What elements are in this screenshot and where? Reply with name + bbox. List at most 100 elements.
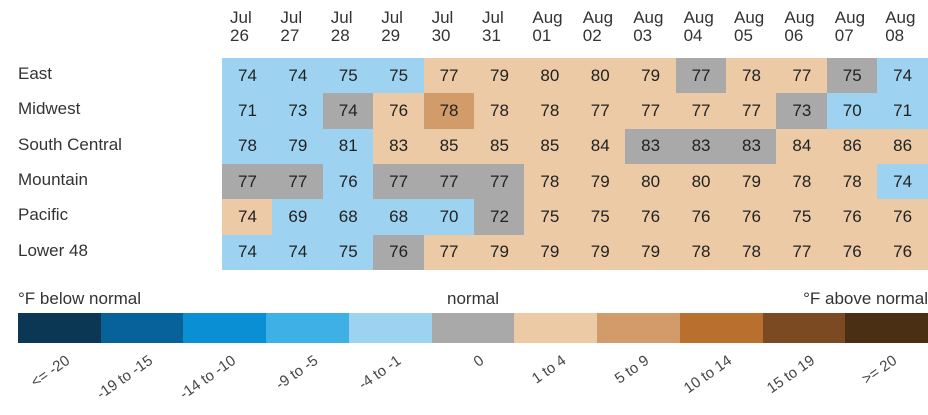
- cell-value: 78: [842, 171, 862, 191]
- row-label: East: [18, 64, 53, 83]
- heatmap-cell: 77: [423, 163, 475, 200]
- heatmap-cell: 75: [373, 58, 425, 94]
- heatmap-cell: 78: [726, 58, 777, 94]
- heatmap-cell: 86: [826, 128, 878, 165]
- heatmap-cell: 80: [524, 58, 576, 94]
- heatmap-cell: 77: [574, 93, 626, 130]
- heatmap-cell: 85: [474, 128, 525, 165]
- heatmap-cell: 73: [272, 93, 324, 130]
- heatmap-cell: 77: [776, 234, 828, 271]
- cell-value: 76: [389, 242, 409, 262]
- cell-value: 77: [389, 171, 409, 191]
- legend-label: -19 to -15: [93, 352, 156, 403]
- cell-value: 75: [389, 65, 409, 85]
- cell-value: 76: [842, 207, 862, 227]
- heatmap-cell: 68: [373, 199, 425, 235]
- cell-value: 72: [489, 207, 509, 227]
- cell-value: 79: [590, 171, 610, 191]
- heatmap-cell: 78: [524, 163, 576, 200]
- heatmap-cell: 85: [423, 128, 475, 165]
- cell-value: 79: [641, 65, 661, 85]
- cell-value: 83: [691, 136, 711, 156]
- heatmap-cell: 74: [272, 234, 324, 271]
- row-label: Midwest: [18, 99, 81, 119]
- heatmap-cell: 80: [574, 58, 626, 94]
- cell-value: 78: [540, 171, 560, 191]
- heatmap-cell: 76: [826, 199, 878, 235]
- row-label: Pacific: [18, 205, 69, 225]
- heatmap-cell: 79: [524, 234, 576, 271]
- cell-value: 77: [439, 65, 459, 85]
- column-label: Jul 29: [381, 8, 403, 45]
- cell-value: 85: [489, 136, 509, 156]
- heatmap-cell: 70: [423, 199, 475, 235]
- heatmap-cell: 79: [574, 163, 626, 200]
- cell-value: 86: [893, 136, 913, 156]
- cell-value: 84: [792, 136, 812, 156]
- heatmap-cell: 72: [474, 199, 525, 235]
- heatmap-cell: 78: [524, 93, 576, 130]
- cell-value: 85: [439, 136, 459, 156]
- heatmap-cell: 79: [574, 234, 626, 271]
- legend-title: °F above normal: [803, 289, 928, 308]
- cell-value: 79: [540, 242, 560, 262]
- heatmap-cell: 75: [776, 199, 828, 235]
- legend-title: normal: [447, 289, 499, 308]
- heatmap-cell: 86: [877, 128, 928, 165]
- cell-value: 70: [439, 207, 459, 227]
- row-label: Lower 48: [18, 240, 88, 260]
- cell-value: 76: [389, 101, 409, 121]
- legend-swatch: [18, 313, 102, 343]
- legend-label: 1 to 4: [528, 352, 570, 388]
- cell-value: 75: [792, 207, 812, 227]
- heatmap-cell: 81: [322, 128, 374, 165]
- legend-swatch: [762, 313, 846, 343]
- heatmap-cell: 77: [675, 93, 727, 130]
- legend-label: 5 to 9: [611, 352, 653, 388]
- heatmap-cell: 77: [272, 163, 324, 200]
- heatmap-cell: 78: [826, 163, 878, 200]
- column-label: Jul 28: [330, 8, 353, 45]
- heatmap-cell: 74: [222, 234, 273, 271]
- cell-value: 78: [489, 101, 509, 121]
- cell-value: 73: [288, 101, 308, 121]
- heatmap-cell: 77: [373, 163, 425, 200]
- heatmap-cell: 77: [423, 58, 475, 94]
- cell-value: 77: [792, 65, 812, 85]
- heatmap-cell: 74: [272, 58, 324, 94]
- heatmap-cell: 76: [625, 199, 677, 235]
- column-label: Jul 31: [482, 8, 504, 45]
- heatmap-cell: 80: [625, 163, 677, 200]
- cell-value: 80: [641, 171, 661, 191]
- heatmap-cell: 75: [322, 58, 374, 94]
- cell-value: 74: [237, 65, 257, 85]
- heatmap-cell: 74: [322, 93, 374, 130]
- heatmap-cell: 84: [574, 128, 626, 165]
- heatmap-cell: 77: [675, 58, 727, 94]
- cell-value: 77: [439, 242, 459, 262]
- heatmap-cell: 79: [474, 58, 525, 94]
- heatmap-cell: 70: [826, 93, 878, 130]
- cell-value: 70: [842, 101, 862, 121]
- heatmap-cell: 74: [877, 58, 928, 94]
- cell-value: 77: [691, 101, 711, 121]
- heatmap-cell: 77: [423, 234, 475, 271]
- heatmap-cell: 76: [877, 199, 928, 235]
- heatmap-cell: 75: [574, 199, 626, 235]
- heatmap-cell: 78: [474, 93, 525, 130]
- legend-swatch: [183, 313, 267, 343]
- legend-swatch: [266, 313, 350, 343]
- cell-value: 76: [893, 242, 913, 262]
- heatmap-cell: 76: [877, 234, 928, 271]
- column-label: Aug 04: [683, 8, 714, 45]
- cell-value: 78: [540, 101, 560, 121]
- cell-value: 74: [338, 101, 358, 121]
- cell-value: 75: [842, 65, 862, 85]
- cell-value: 77: [691, 65, 711, 85]
- heatmap-cell: 84: [776, 128, 828, 165]
- cell-value: 78: [237, 136, 257, 156]
- heatmap-cell: 75: [524, 199, 576, 235]
- cell-value: 86: [842, 136, 862, 156]
- heatmap-cell: 74: [222, 199, 273, 235]
- cell-value: 83: [389, 136, 409, 156]
